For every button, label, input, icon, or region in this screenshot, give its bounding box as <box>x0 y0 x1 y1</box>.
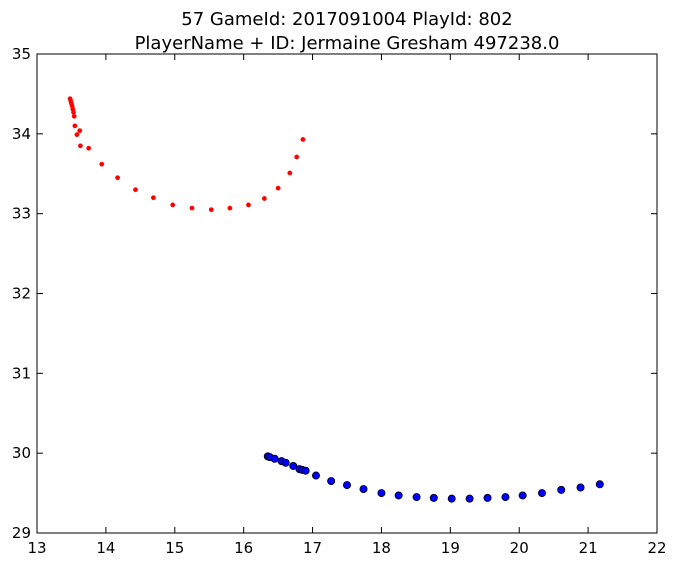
blue-data-point <box>465 494 474 503</box>
x-tick-label: 21 <box>579 539 598 557</box>
x-tick-label: 18 <box>372 539 391 557</box>
red-data-point <box>294 154 300 160</box>
red-data-point <box>77 128 83 134</box>
y-tick-label: 30 <box>12 444 31 462</box>
red-data-point <box>189 205 195 211</box>
blue-data-point <box>301 466 310 475</box>
x-tick-label: 16 <box>234 539 253 557</box>
blue-data-point <box>518 491 527 500</box>
blue-data-point <box>483 493 492 502</box>
blue-data-point <box>595 480 604 489</box>
red-data-point <box>71 113 77 119</box>
blue-data-point <box>289 461 298 470</box>
red-data-point <box>287 170 293 176</box>
red-data-point <box>115 175 121 181</box>
red-data-point <box>71 109 76 115</box>
red-data-point <box>74 132 80 138</box>
y-tick-label: 35 <box>12 45 31 63</box>
red-data-point <box>300 137 306 142</box>
y-tick-label: 32 <box>12 285 31 303</box>
y-tick-label: 31 <box>12 364 31 382</box>
red-data-point <box>78 143 83 149</box>
blue-data-point <box>394 491 403 500</box>
x-tick-label: 13 <box>27 539 46 557</box>
blue-data-point <box>311 471 320 480</box>
chart-title-line-2: PlayerName + ID: Jermaine Gresham 497238… <box>135 33 560 54</box>
x-tick-label: 22 <box>647 539 666 557</box>
red-data-point <box>275 185 281 191</box>
x-tick-label: 19 <box>441 539 460 557</box>
blue-data-point <box>429 493 438 502</box>
blue-data-point <box>327 477 336 486</box>
blue-data-point <box>576 483 585 492</box>
y-tick-label: 34 <box>12 125 31 143</box>
chart-title-line-1: 57 GameId: 2017091004 PlayId: 802 <box>181 9 512 30</box>
red-data-point <box>261 196 267 201</box>
series-2 <box>263 452 604 503</box>
x-tick-label: 17 <box>303 539 322 557</box>
data-series <box>67 96 604 503</box>
blue-data-point <box>281 458 290 467</box>
blue-data-point <box>270 454 279 463</box>
red-data-point <box>86 145 92 151</box>
blue-data-point <box>342 481 351 490</box>
axes: 13 14 15 16 17 18 19 20 21 22 29 30 31 32 33 34 35 <box>12 45 667 557</box>
series-1 <box>67 96 306 213</box>
plot-frame <box>36 53 658 534</box>
y-tick-label: 33 <box>12 205 31 223</box>
red-data-point <box>227 205 233 211</box>
red-data-point <box>170 202 176 208</box>
blue-data-point <box>359 485 368 494</box>
red-data-point <box>151 195 156 201</box>
blue-data-point <box>557 485 566 494</box>
blue-data-point <box>537 489 546 498</box>
blue-data-point <box>377 489 386 498</box>
red-data-point <box>246 202 251 208</box>
x-tick-label: 15 <box>165 539 184 557</box>
x-tick-label: 20 <box>510 539 529 557</box>
red-data-point <box>99 161 105 167</box>
blue-data-point <box>501 493 510 502</box>
x-tick-label: 14 <box>96 539 115 557</box>
red-data-point <box>208 207 214 213</box>
red-data-point <box>72 123 78 129</box>
red-data-point <box>133 187 138 193</box>
y-tick-label: 29 <box>12 524 31 542</box>
blue-data-point <box>412 493 421 502</box>
blue-data-point <box>447 494 456 503</box>
